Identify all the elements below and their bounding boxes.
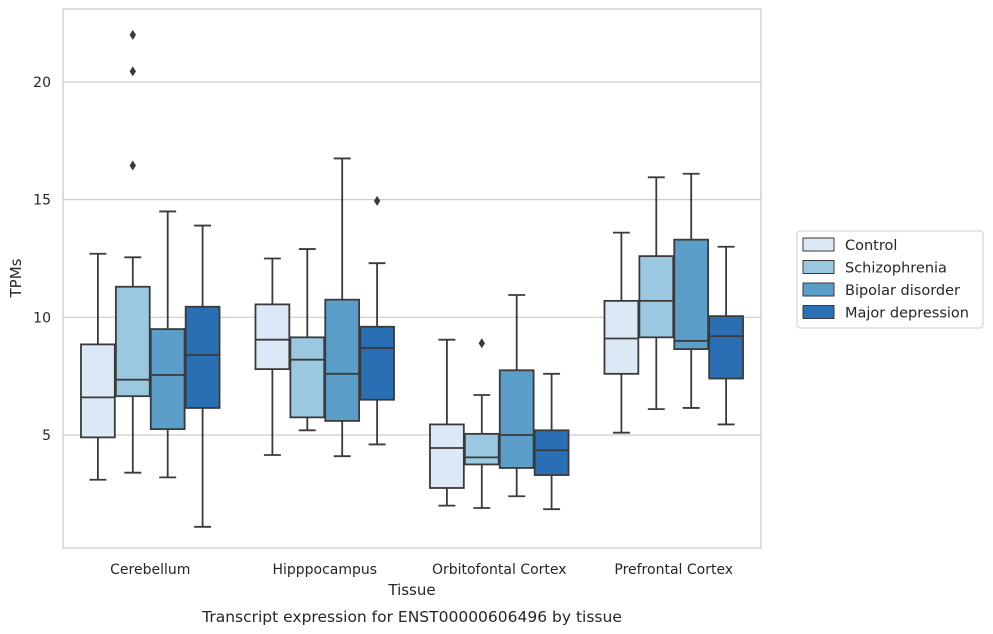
box-body [184,305,221,409]
box-body [254,303,291,371]
legend-label-2: Schizophrenia [845,261,947,277]
box-body [324,298,361,422]
outlier-3 [129,29,136,40]
box-4-1 [603,231,640,434]
box-body [114,285,151,398]
box-body [149,328,186,431]
x-tick-label-4: Prefrontal Cortex [614,562,733,578]
gridlines [63,81,761,436]
plot-frame [62,8,762,549]
y-tick-label-15: 15 [33,193,51,209]
y-tick-label-10: 10 [33,310,51,326]
x-tick-label-2: Hipppocampus [272,562,377,578]
legend-swatch-4 [802,305,835,319]
box-4-4 [708,245,744,426]
legend-label-3: Bipolar disorder [845,283,960,299]
box-3-4 [533,372,570,511]
box-3-2 [463,338,500,509]
y-tick-label-20: 20 [33,75,51,91]
box-body [289,336,326,419]
box-body [429,423,465,489]
box-1-1 [80,252,116,481]
outlier-1 [129,160,136,171]
legend-frame [796,230,984,329]
box-3-3 [498,294,535,498]
box-body [463,432,500,466]
box-2-3 [324,157,361,458]
legend-label-4: Major depression [845,306,969,322]
box-2-1 [254,257,291,456]
box-3-1 [429,338,465,507]
legend-swatch-3 [802,282,835,297]
box-body [80,343,116,439]
legend-swatch-2 [802,260,835,274]
y-tick-label-5: 5 [42,428,51,444]
box-body [673,238,710,351]
x-tick-labels: Cerebellum Hipppocampus Orbitofontal Corte… [110,562,733,578]
y-axis-label: TPMs [7,258,25,298]
box-body [603,299,640,375]
y-tick-labels: 5 10 15 20 [33,75,51,444]
box-1-3 [149,210,186,479]
legend-swatch-1 [802,237,835,252]
figure-caption: Transcript expression for ENST0000060649… [201,608,622,626]
x-tick-label-3: Orbitofontal Cortex [432,562,567,578]
box-2-2 [289,248,326,432]
x-tick-label-1: Cerebellum [110,562,190,578]
outlier-2 [129,66,136,77]
x-axis-label: Tissue [387,581,435,599]
box-body [638,255,675,339]
box-groups [80,29,744,528]
outlier-1 [478,338,485,349]
box-body [498,369,535,469]
box-1-4 [184,224,221,528]
legend: Control Schizophrenia Bipolar disorder Majo… [796,230,984,329]
box-4-3 [673,172,710,409]
box-body [533,429,570,476]
box-1-2 [114,29,151,474]
box-body [359,325,395,401]
legend-label-1: Control [845,238,897,254]
box-2-4 [359,195,395,446]
box-4-2 [638,176,675,411]
box-body [708,315,744,380]
outlier-1 [373,195,381,206]
